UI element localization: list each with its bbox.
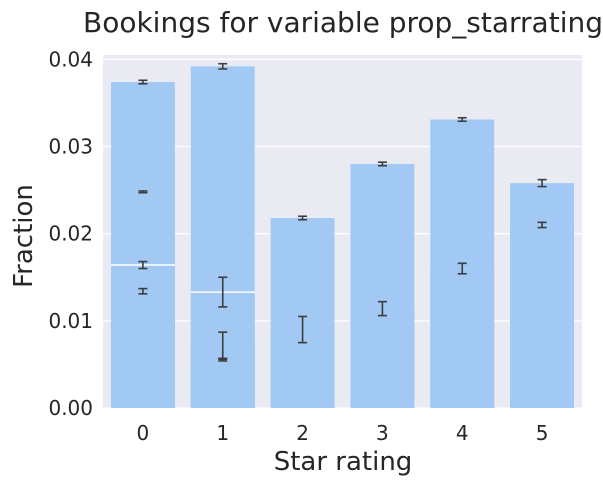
bar-0 [110, 291, 175, 408]
y-tick-label: 0.00 [48, 396, 93, 420]
x-tick-label: 0 [137, 421, 150, 445]
chart-title: Bookings for variable prop_starrating [83, 6, 603, 39]
bars [110, 66, 575, 409]
y-tick-label: 0.02 [48, 222, 93, 246]
y-tick-label: 0.04 [48, 47, 93, 71]
x-axis-label: Star rating [274, 447, 413, 477]
bar-3 [350, 308, 415, 408]
bar-4 [430, 268, 495, 408]
x-tick-labels: 0 1 2 3 4 5 [137, 421, 549, 445]
bar-1 [190, 360, 255, 408]
plot-area [103, 55, 582, 408]
bar-5 [510, 224, 575, 408]
y-tick-label: 0.01 [48, 309, 93, 333]
error-bars [138, 62, 547, 362]
x-tick-label: 2 [296, 421, 309, 445]
x-tick-label: 3 [376, 421, 389, 445]
y-tick-labels: 0.00 0.01 0.02 0.03 0.04 [48, 47, 93, 420]
x-tick-label: 5 [536, 421, 549, 445]
y-axis-label: Fraction [9, 184, 39, 288]
y-tick-label: 0.03 [48, 135, 93, 159]
grid-lines [103, 58, 582, 409]
x-tick-label: 1 [216, 421, 229, 445]
x-tick-label: 4 [456, 421, 469, 445]
